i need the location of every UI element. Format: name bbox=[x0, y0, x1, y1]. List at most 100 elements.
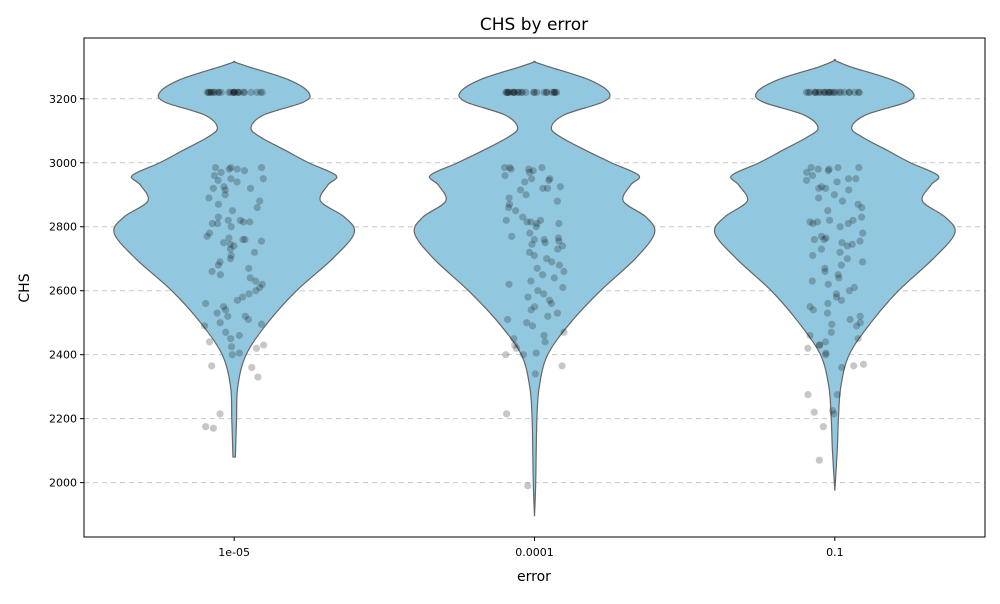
data-point bbox=[817, 245, 826, 253]
data-point bbox=[821, 264, 829, 272]
data-point bbox=[522, 191, 530, 199]
data-point bbox=[227, 223, 235, 231]
x-tick-label: 1e-05 bbox=[218, 546, 250, 559]
data-point bbox=[822, 234, 830, 242]
data-point bbox=[203, 88, 211, 96]
data-point bbox=[821, 88, 830, 96]
data-point bbox=[224, 216, 232, 224]
data-point bbox=[536, 216, 545, 224]
data-point bbox=[227, 335, 235, 343]
data-point bbox=[838, 197, 847, 205]
data-point bbox=[551, 88, 559, 96]
data-point bbox=[817, 232, 826, 240]
data-point bbox=[527, 306, 535, 314]
data-point bbox=[538, 163, 546, 172]
data-point bbox=[203, 232, 211, 240]
data-point bbox=[556, 183, 564, 191]
x-tick-label: 0.0001 bbox=[515, 546, 554, 559]
data-point bbox=[525, 168, 533, 176]
data-point bbox=[850, 362, 858, 370]
data-point bbox=[541, 338, 549, 346]
data-point bbox=[222, 306, 230, 314]
data-point bbox=[205, 338, 214, 346]
data-point bbox=[256, 283, 264, 292]
data-point bbox=[214, 213, 222, 221]
data-point bbox=[550, 274, 558, 282]
data-point bbox=[532, 349, 540, 357]
data-point bbox=[216, 258, 224, 266]
data-point bbox=[548, 258, 556, 266]
data-point bbox=[553, 88, 561, 96]
data-point bbox=[806, 331, 814, 340]
data-point bbox=[837, 296, 846, 304]
data-point bbox=[233, 165, 241, 173]
data-point bbox=[216, 271, 224, 279]
data-point bbox=[222, 328, 230, 336]
data-point bbox=[258, 88, 266, 96]
data-point bbox=[845, 186, 853, 194]
data-point bbox=[214, 200, 223, 208]
data-point bbox=[824, 207, 832, 215]
data-point bbox=[506, 163, 514, 172]
data-point bbox=[543, 255, 551, 263]
data-point bbox=[213, 219, 222, 228]
data-point bbox=[539, 271, 547, 279]
data-point bbox=[253, 203, 261, 212]
violin-1e-05 bbox=[113, 60, 356, 458]
data-point bbox=[846, 315, 854, 324]
data-point bbox=[227, 175, 235, 183]
y-axis-label: CHS bbox=[17, 273, 33, 302]
data-point bbox=[804, 391, 812, 399]
data-point bbox=[504, 88, 512, 96]
data-point bbox=[256, 88, 265, 96]
data-point bbox=[221, 186, 229, 194]
data-point bbox=[208, 362, 216, 370]
data-point bbox=[855, 88, 863, 96]
data-point bbox=[503, 88, 511, 96]
violin-0.1 bbox=[713, 58, 956, 491]
data-point bbox=[215, 88, 223, 96]
data-point bbox=[229, 88, 238, 96]
data-point bbox=[517, 88, 525, 96]
data-point bbox=[247, 88, 255, 96]
data-point bbox=[239, 218, 247, 226]
data-point bbox=[508, 232, 516, 240]
data-point bbox=[524, 293, 532, 301]
data-point bbox=[519, 351, 527, 359]
data-point bbox=[512, 207, 520, 215]
violin-layer bbox=[113, 58, 956, 517]
data-point bbox=[250, 248, 259, 256]
y-tick-label: 2800 bbox=[49, 221, 77, 234]
y-axis: 2000 2200 2400 2600 2800 3000 3200 bbox=[49, 93, 84, 490]
data-point bbox=[501, 171, 509, 180]
data-point bbox=[210, 88, 218, 96]
data-point bbox=[806, 88, 814, 96]
data-point bbox=[558, 242, 567, 250]
data-point bbox=[531, 370, 539, 378]
data-point bbox=[856, 312, 864, 320]
y-tick-label: 2600 bbox=[49, 285, 77, 298]
data-point bbox=[227, 343, 236, 351]
data-point bbox=[514, 88, 522, 96]
data-point bbox=[527, 277, 535, 285]
data-point bbox=[500, 163, 509, 172]
data-point bbox=[252, 344, 261, 352]
data-point bbox=[828, 407, 837, 415]
data-point bbox=[854, 88, 863, 96]
data-point bbox=[554, 234, 563, 242]
data-point bbox=[528, 322, 537, 330]
data-point bbox=[821, 267, 829, 276]
data-point bbox=[843, 255, 851, 263]
data-point bbox=[523, 319, 531, 327]
data-point bbox=[838, 363, 846, 372]
data-point bbox=[220, 239, 228, 247]
data-point bbox=[240, 167, 249, 175]
data-point bbox=[507, 165, 515, 173]
data-point bbox=[510, 335, 518, 343]
data-point bbox=[555, 261, 563, 269]
data-point bbox=[858, 258, 867, 266]
data-point bbox=[258, 280, 266, 288]
data-point bbox=[543, 88, 551, 96]
data-point bbox=[836, 223, 844, 231]
data-point bbox=[235, 88, 244, 96]
